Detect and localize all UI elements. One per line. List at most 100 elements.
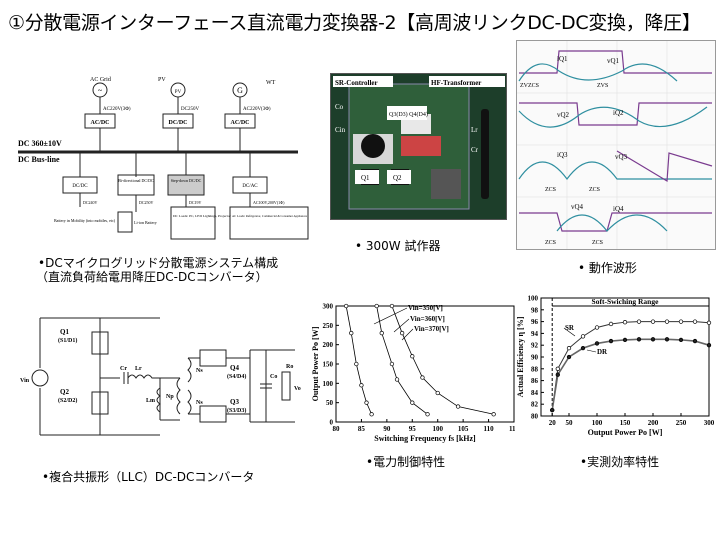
series-line (345, 305, 372, 415)
y-tick-label: 0 (330, 419, 334, 427)
waveforms-svg: iQ1 vQ1 ZVZCS ZVS vQ2 iQ2 iQ3 vQ3 ZCS ZC… (517, 41, 715, 249)
plot-frame (335, 305, 515, 423)
x-tick-label: 250 (676, 419, 687, 427)
data-point (566, 354, 572, 360)
y-tick-label: 250 (323, 322, 334, 330)
llc-label-q2: Q2 (60, 388, 69, 396)
bus-line-label: DC Bus-line (18, 155, 60, 164)
data-point (566, 346, 572, 351)
load-1-rating: DC240V (83, 200, 98, 205)
x-tick-label: 95 (409, 425, 417, 433)
y-tick-label: 100 (528, 295, 539, 303)
wave-label-zcs-3: ZCS (545, 240, 556, 246)
llc-label-q1: Q1 (60, 328, 69, 336)
x-tick-label: 100 (432, 425, 443, 433)
source-vin-icon (31, 369, 49, 387)
page-title: ①分散電源インターフェース直流電力変換器-2【高周波リンクDC-DC変換，降圧】 (8, 12, 701, 34)
source-box-3-label: AC/DC (231, 120, 250, 126)
microgrid-svg: ~ PV G AC Grid PV WT AC220V(3Φ) DC250V A… (18, 77, 309, 240)
data-point (389, 303, 395, 309)
x-axis-label: Switching Frequency fs [kHz] (374, 434, 476, 443)
y-tick-label: 92 (531, 342, 539, 350)
y-tick-label: 150 (323, 361, 334, 369)
x-tick-label: 50 (566, 419, 574, 427)
x-axis-label: Output Power Po [W] (588, 428, 663, 437)
data-point (594, 325, 600, 330)
data-point (344, 303, 349, 309)
data-point (636, 337, 642, 342)
wave-label-zcs-1: ZCS (545, 187, 556, 193)
llc-circuit: Q1 (S1/D1) Q2 (S2/D2) Vin Cr Lr Lm Np Ns… (20, 310, 305, 445)
pv-rating: DC250V (181, 107, 199, 112)
load-box-4-label: DC/AC (242, 184, 258, 189)
series-line (376, 305, 428, 415)
caption-microgrid: •DCマイクログリッド分散電源システム構成 (38, 256, 279, 270)
x-tick-label: 20 (549, 419, 557, 427)
llc-label-co: Co (270, 374, 277, 380)
wt-label: WT (266, 80, 276, 86)
load-4-desc: AC Loads: Refrigerator, Commercial & Con… (232, 214, 308, 219)
ac-grid-symbol: ~ (98, 86, 103, 95)
llc-label-lm: Lm (146, 398, 155, 404)
data-point (580, 334, 586, 339)
wave-label-zcs-2: ZCS (589, 187, 600, 193)
data-point (650, 319, 656, 324)
wave-label-vq2: vQ2 (557, 111, 570, 119)
caption-microgrid-sub: （直流負荷給電用降圧DC-DCコンバータ） (36, 270, 268, 284)
caption-prototype: • 300W 試作器 (355, 239, 441, 253)
data-point (678, 337, 684, 343)
photo-label-q1: Q1 (361, 174, 370, 182)
llc-label-lr: Lr (135, 366, 142, 372)
data-point (622, 320, 628, 325)
llc-label-vo: Vo (294, 386, 301, 392)
data-point (455, 404, 461, 409)
llc-label-vin: Vin (20, 378, 30, 384)
series-label-leader (393, 318, 410, 333)
series-label: Vin=370[V] (414, 325, 449, 333)
data-point (354, 361, 359, 367)
data-point (435, 390, 440, 396)
load-1-desc: Battery in Mobility (into mobiles, etc) (54, 218, 116, 224)
data-point (664, 319, 670, 324)
wave-label-zcs-4: ZCS (592, 240, 603, 246)
y-tick-label: 88 (531, 365, 539, 373)
series-label-leader (563, 327, 576, 337)
pv-symbol: PV (175, 90, 182, 95)
data-point (369, 412, 374, 417)
source-box-1-label: AC/DC (91, 120, 110, 126)
wave-label-iq3: iQ3 (557, 151, 568, 159)
series-label: DR (597, 348, 608, 356)
data-point (425, 412, 430, 417)
wave-label-vq1: vQ1 (607, 57, 620, 65)
data-point (650, 337, 656, 342)
x-tick-label: 300 (704, 419, 715, 427)
wave-label-iq4: iQ4 (613, 205, 624, 213)
chart-title: Soft-Swiching Range (592, 297, 660, 306)
data-point (555, 366, 560, 371)
data-point (678, 319, 684, 324)
wave-label-iq1: iQ1 (557, 55, 568, 63)
wave-label-iq2: iQ2 (613, 109, 624, 117)
data-point (364, 400, 369, 405)
load-2-desc: Li-ion Battery (134, 220, 157, 225)
wave-label-zvs: ZVS (597, 83, 608, 89)
y-tick-label: 82 (531, 401, 539, 409)
data-point (349, 330, 354, 336)
y-tick-label: 98 (531, 306, 539, 314)
llc-label-s4d4: (S4/D4) (227, 373, 246, 380)
wave-label-zvzcs: ZVZCS (520, 83, 539, 89)
photo-label-cr: Cr (471, 146, 479, 154)
waveforms-panel: iQ1 vQ1 ZVZCS ZVS vQ2 iQ2 iQ3 vQ3 ZCS ZC… (516, 40, 716, 250)
power-control-svg: 80 85 90 95 100 105 110 115 0 50 100 150 200 250 300 Sw… (311, 303, 520, 444)
ac-grid-rating: AC220V(3Φ) (103, 107, 131, 112)
llc-label-ns-1: Ns (196, 368, 203, 374)
data-point (692, 319, 698, 324)
y-axis-label: Actual Efficiency η [%] (516, 316, 525, 397)
x-tick-label: 90 (383, 425, 391, 433)
series-line (551, 321, 710, 411)
y-tick-label: 86 (531, 377, 539, 385)
source-box-2-label: DC/DC (169, 120, 188, 126)
llc-label-q3: Q3 (230, 398, 239, 406)
data-point (491, 412, 496, 417)
y-tick-label: 96 (531, 318, 539, 326)
